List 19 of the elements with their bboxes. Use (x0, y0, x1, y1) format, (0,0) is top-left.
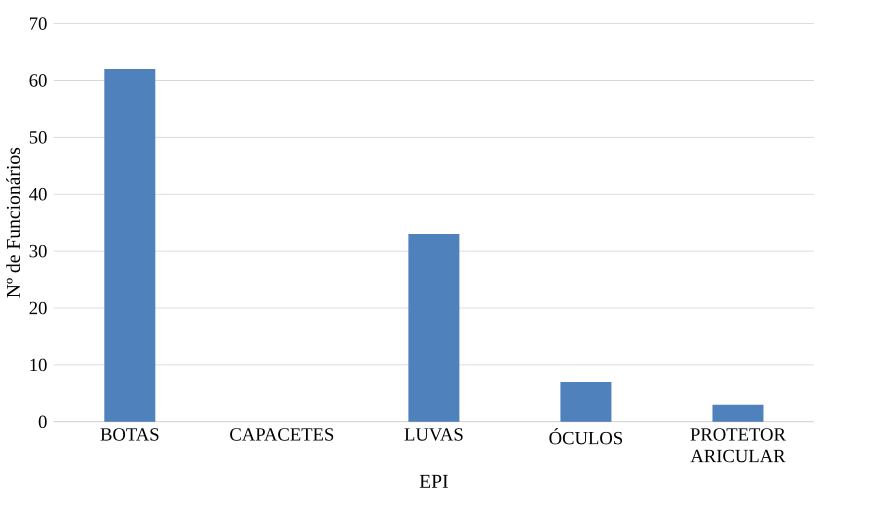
x-tick-label: PROTETOR ARICULAR (690, 428, 786, 462)
y-tick-label: 0 (38, 416, 47, 428)
y-tick-label: 20 (30, 302, 47, 314)
bar (104, 69, 156, 422)
x-tick-label: LUVAS (404, 428, 463, 441)
y-axis-title: Nº de Funcionários (6, 148, 20, 298)
y-tick-label: 70 (30, 17, 47, 30)
y-tick-label: 30 (30, 244, 47, 258)
y-tick-label: 10 (30, 358, 47, 372)
x-tick-label: ÓCULOS (549, 428, 622, 444)
x-tick-label: CAPACETES (230, 428, 334, 441)
bar (560, 382, 612, 422)
bar (408, 234, 460, 422)
x-tick-label: BOTAS (100, 428, 158, 441)
y-tick-label: 40 (29, 188, 47, 201)
x-axis-title: EPI (420, 475, 448, 488)
y-tick-label: 60 (30, 74, 47, 87)
y-tick-label: 50 (30, 131, 47, 144)
bar (712, 404, 764, 422)
